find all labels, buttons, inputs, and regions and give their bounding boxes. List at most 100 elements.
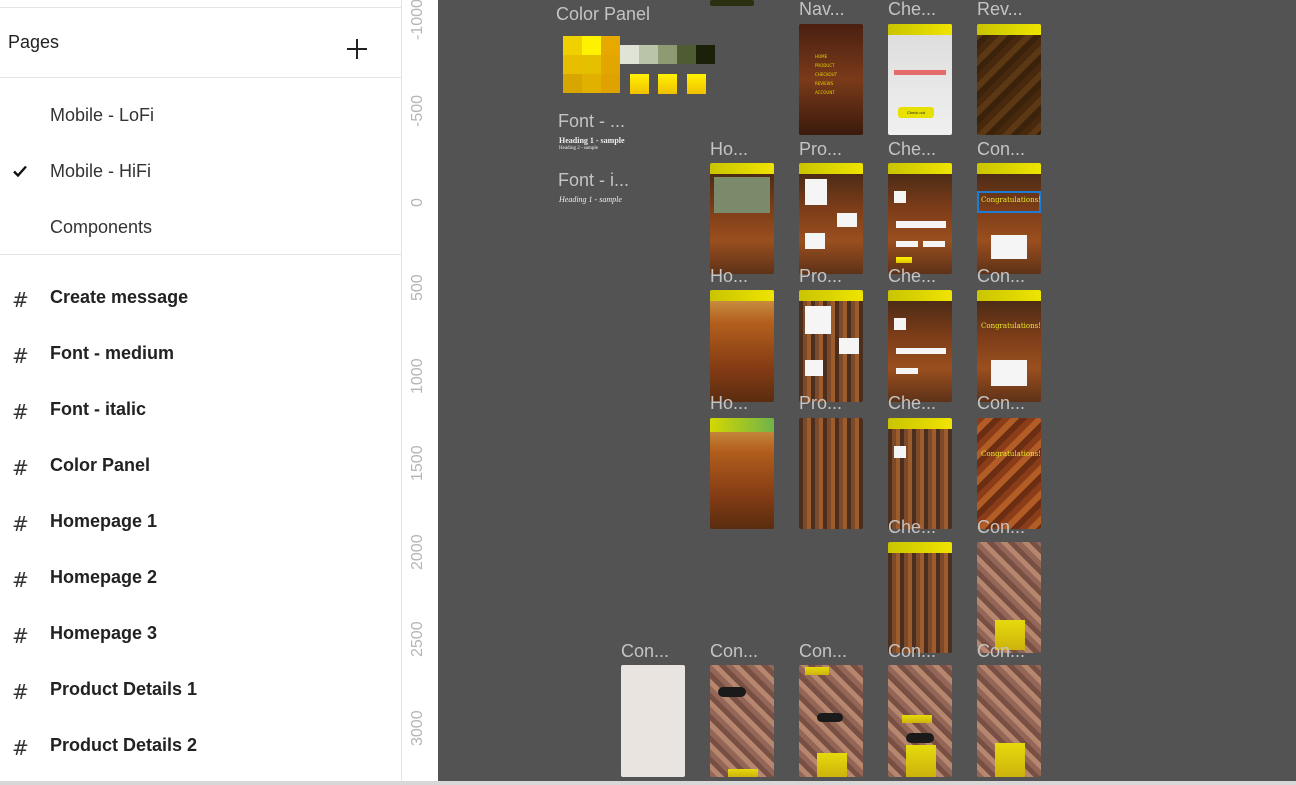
frame-thumbnail-checkout-3[interactable] [888, 290, 952, 402]
frame-item-product-details-2[interactable]: # Product Details 2 [0, 726, 401, 766]
frame-item-label: Font - italic [50, 399, 146, 419]
product-image [805, 233, 825, 249]
frame-title[interactable]: Con... [977, 393, 1026, 413]
frame-thumbnail-checkout-5[interactable] [888, 542, 952, 653]
frame-thumbnail-confirmation-1[interactable]: Congratulations! [977, 163, 1041, 274]
product-image [805, 179, 827, 205]
frame-thumbnail-component[interactable] [710, 665, 774, 777]
frame-thumbnail-checkout-4[interactable] [888, 418, 952, 529]
color-swatch [677, 45, 696, 64]
frame-title[interactable]: Ho... [710, 139, 749, 159]
frame-title-font-medium[interactable]: Font - ... [558, 111, 626, 131]
color-swatch [582, 36, 601, 55]
frame-title[interactable]: Con... [710, 641, 759, 661]
frame-item-label: Color Panel [50, 455, 151, 475]
frame-item-label: Font - medium [50, 343, 174, 363]
frame-title[interactable]: Con... [977, 139, 1026, 159]
frame-icon: # [12, 344, 29, 368]
page-item-mobile-lofi[interactable]: Mobile - LoFi [0, 96, 401, 136]
frame-item-product-details-1[interactable]: # Product Details 1 [0, 670, 401, 710]
frame-title[interactable]: Con... [799, 641, 848, 661]
frame-title[interactable]: Pro... [799, 393, 843, 413]
frame-thumbnail-homepage-2[interactable] [710, 290, 774, 402]
frame-thumbnail-nav[interactable]: HOME PRODUCT CHECKOUT REVIEWS ACCOUNT [799, 24, 863, 135]
color-swatch [620, 45, 639, 64]
frame-title[interactable]: Rev... [977, 0, 1023, 19]
color-swatch [639, 45, 658, 64]
frame-title[interactable]: Pro... [799, 266, 843, 286]
nav-item: HOME [815, 54, 828, 59]
checkmark-icon [13, 165, 27, 178]
bottom-scrollbar[interactable] [0, 781, 1296, 785]
ruler-tick: 1500 [409, 445, 426, 481]
frame-thumbnail-product-2[interactable] [799, 290, 863, 402]
page-item-components[interactable]: Components [0, 208, 401, 248]
font-sample-heading: Heading 1 - sample [559, 195, 622, 204]
frame-item-font-medium[interactable]: # Font - medium [0, 334, 401, 374]
frame-title[interactable]: Con... [621, 641, 670, 661]
frame-title[interactable]: Che... [888, 266, 937, 286]
frame-icon: # [12, 568, 29, 592]
yellow-block [728, 769, 758, 777]
frame-item-homepage-2[interactable]: # Homepage 2 [0, 558, 401, 598]
frame-title[interactable]: Che... [888, 393, 937, 413]
frame-title[interactable]: Che... [888, 0, 937, 19]
product-image [894, 191, 906, 203]
input-field [896, 348, 946, 354]
frame-thumbnail-component[interactable] [799, 665, 863, 777]
ruler-tick: 1000 [409, 358, 426, 394]
frame-title[interactable]: Ho... [710, 393, 749, 413]
color-swatch [582, 74, 601, 93]
yellow-block [817, 753, 847, 777]
frame-item-label: Homepage 1 [50, 511, 158, 531]
congrats-text: Congratulations! [981, 196, 1041, 204]
frame-title[interactable]: Con... [977, 517, 1026, 537]
frame-title[interactable]: Ho... [710, 266, 749, 286]
frame-item-label: Create message [50, 287, 189, 307]
frame-title-color-panel[interactable]: Color Panel [556, 4, 651, 24]
ruler-tick: 500 [409, 274, 426, 301]
design-canvas[interactable]: Color Panel Font - ... Heading 1 - sampl… [438, 0, 1296, 781]
input-field [896, 241, 918, 247]
frame-item-homepage-3[interactable]: # Homepage 3 [0, 614, 401, 654]
frame-icon: # [12, 456, 29, 480]
frame-thumbnail-component[interactable] [888, 665, 952, 777]
pages-header: Pages [0, 8, 401, 78]
frame-thumbnail-homepage-1[interactable] [710, 163, 774, 274]
frame-title-font-italic[interactable]: Font - i... [558, 170, 630, 190]
frame-title[interactable]: Con... [977, 641, 1026, 661]
frame-thumbnail-reviews[interactable] [977, 24, 1041, 135]
frame-thumbnail-checkout[interactable]: Check out [888, 24, 952, 135]
frame-title[interactable]: Che... [888, 139, 937, 159]
frame-thumbnail-component[interactable] [621, 665, 685, 777]
frame-thumbnail-product-3[interactable] [799, 418, 863, 529]
frame-item-font-italic[interactable]: # Font - italic [0, 390, 401, 430]
frame-thumbnail-component[interactable] [977, 665, 1041, 777]
yellow-block [906, 745, 936, 777]
frame-thumbnail-confirmation-3[interactable]: Congratulations! [977, 418, 1041, 529]
add-page-icon[interactable] [346, 38, 368, 60]
input-field [896, 368, 918, 374]
share-card [991, 360, 1027, 386]
color-swatch [601, 74, 620, 93]
frame-title[interactable]: Nav... [799, 0, 845, 19]
pay-button [896, 257, 912, 263]
frame-thumbnail-product-1[interactable] [799, 163, 863, 274]
frame-thumbnail[interactable] [710, 0, 754, 6]
frame-thumbnail-homepage-3[interactable] [710, 418, 774, 529]
frame-thumbnail-confirmation-2[interactable]: Congratulations! [977, 290, 1041, 402]
frame-thumbnail-checkout-2[interactable] [888, 163, 952, 274]
page-item-mobile-hifi[interactable]: Mobile - HiFi [0, 152, 401, 192]
ruler-tick: 3000 [409, 710, 426, 746]
frame-title[interactable]: Con... [977, 266, 1026, 286]
frame-title[interactable]: Con... [888, 641, 937, 661]
frame-item-create-message[interactable]: # Create message [0, 278, 401, 318]
frame-thumbnail-confirmation-4[interactable] [977, 542, 1041, 653]
frame-item-homepage-1[interactable]: # Homepage 1 [0, 502, 401, 542]
frame-title[interactable]: Che... [888, 517, 937, 537]
frame-item-color-panel[interactable]: # Color Panel [0, 446, 401, 486]
frame-title[interactable]: Pro... [799, 139, 843, 159]
frame-item-label: Homepage 2 [50, 567, 158, 587]
color-swatch [658, 45, 677, 64]
color-swatch [563, 55, 582, 74]
